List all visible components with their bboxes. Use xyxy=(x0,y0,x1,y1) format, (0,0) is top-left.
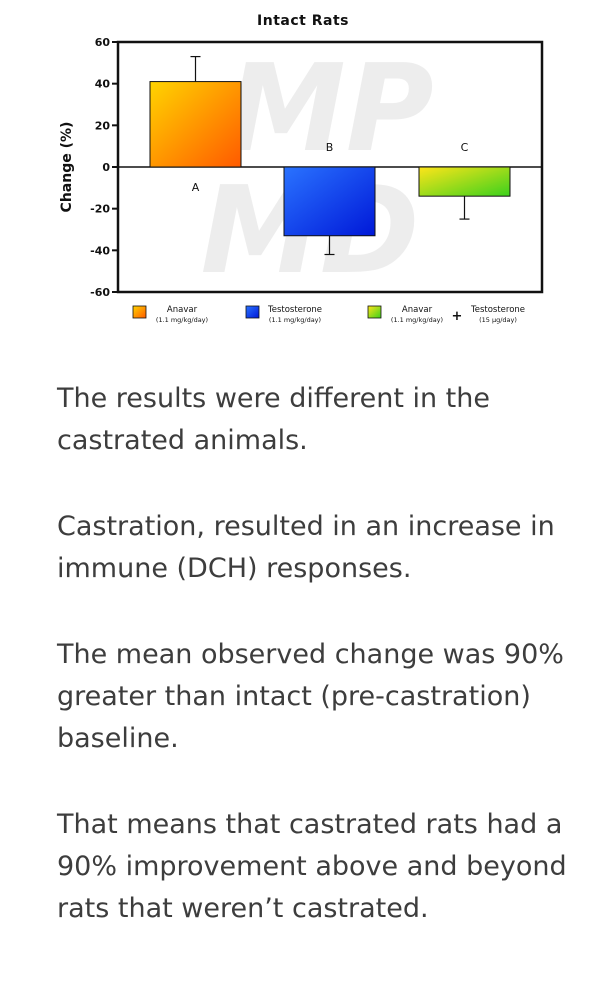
bar-3 xyxy=(418,166,511,197)
legend-dose-1: (1.1 mg/kg/day) xyxy=(156,316,208,324)
group-letter-2: B xyxy=(326,141,334,154)
article-body: The results were different in the castra… xyxy=(57,378,577,974)
group-letter-1: A xyxy=(192,181,200,194)
paragraph-4: That means that castrated rats had a 90%… xyxy=(57,809,567,924)
paragraph-2: Castration, resulted in an increase in i… xyxy=(57,511,555,584)
y-axis-label: Change (%) xyxy=(59,122,75,213)
legend-label-2: Testosterone xyxy=(267,305,322,315)
legend-joiner: + xyxy=(452,309,463,324)
y-tick-label: -20 xyxy=(90,203,110,216)
watermark-top: MP xyxy=(226,40,433,179)
paragraph-1: The results were different in the castra… xyxy=(57,383,490,456)
y-tick-label: -40 xyxy=(90,244,110,257)
bar-1 xyxy=(149,81,242,168)
y-tick-label: 0 xyxy=(102,161,110,174)
legend-dose-3b: (15 µg/day) xyxy=(479,316,517,324)
legend-swatch-1 xyxy=(132,305,147,319)
paragraph-3: The mean observed change was 90% greater… xyxy=(57,639,564,754)
legend-label-3: Anavar xyxy=(402,305,433,315)
legend-dose-2: (1.1 mg/kg/day) xyxy=(269,316,321,324)
legend-swatch-3 xyxy=(367,305,382,319)
y-tick-label: 40 xyxy=(95,78,111,91)
legend-swatch-2 xyxy=(245,305,260,319)
y-tick-label: -60 xyxy=(90,286,110,299)
legend-label-1: Anavar xyxy=(167,305,198,315)
y-tick-label: 20 xyxy=(95,119,111,132)
chart-title: Intact Rats xyxy=(257,13,349,29)
bar-2 xyxy=(283,166,376,237)
legend-label-3b: Testosterone xyxy=(470,305,525,315)
legend-dose-3: (1.1 mg/kg/day) xyxy=(391,316,443,324)
y-tick-label: 60 xyxy=(95,36,111,49)
group-letter-3: C xyxy=(461,141,469,154)
